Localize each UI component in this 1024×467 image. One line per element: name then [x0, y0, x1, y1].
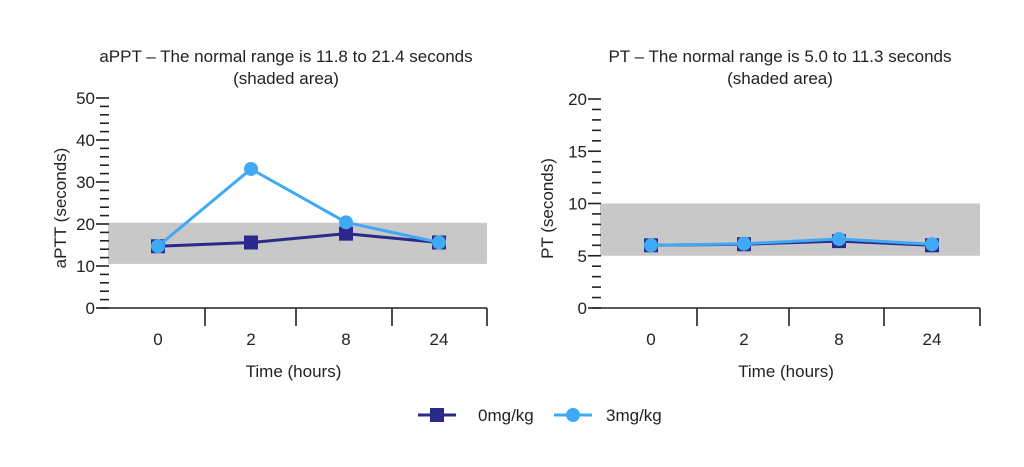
pt-chart: PT – The normal range is 5.0 to 11.3 sec… [538, 47, 981, 381]
legend-circle-marker-icon [566, 408, 580, 422]
chart-title: (shaded area) [727, 69, 833, 88]
x-tick-label: 0 [153, 330, 162, 349]
x-axis-label: Time (hours) [246, 362, 342, 381]
x-tick-label: 0 [646, 330, 655, 349]
y-tick-label: 10 [76, 257, 95, 276]
y-axis-label: PT (seconds) [538, 158, 557, 259]
y-tick-label: 20 [568, 90, 587, 109]
data-point-circle [737, 236, 751, 251]
normal-range-shade [600, 203, 980, 256]
data-point-circle [925, 237, 939, 252]
y-axis-label: aPTT (seconds) [51, 148, 70, 269]
y-tick-label: 5 [578, 247, 587, 266]
x-axis-label: Time (hours) [738, 362, 834, 381]
x-tick-label: 8 [834, 330, 843, 349]
data-point-circle [244, 161, 258, 176]
legend-square-marker-icon [430, 408, 444, 422]
y-tick-label: 15 [568, 142, 587, 161]
aptt-chart: aPPT – The normal range is 11.8 to 21.4 … [51, 47, 488, 381]
legend: 0mg/kg 3mg/kg [418, 406, 662, 425]
series-line-3mg-per-kg [157, 167, 440, 248]
series-line-3mg-per-kg [650, 237, 933, 247]
y-tick-label: 10 [568, 195, 587, 214]
data-point-circle [151, 239, 165, 254]
y-tick-label: 50 [76, 89, 95, 108]
y-tick-label: 30 [76, 173, 95, 192]
x-tick-label: 8 [341, 330, 350, 349]
data-point-circle [339, 215, 353, 230]
data-point-square [244, 235, 258, 250]
y-tick-label: 20 [76, 215, 95, 234]
x-tick-label: 24 [430, 330, 449, 349]
normal-range-shade [108, 222, 487, 264]
legend-label-0mg: 0mg/kg [478, 406, 534, 425]
data-point-circle [644, 238, 658, 253]
y-tick-label: 0 [86, 299, 95, 318]
data-point-square [339, 226, 353, 241]
y-tick-label: 0 [578, 299, 587, 318]
data-point-circle [432, 235, 446, 250]
chart-title: aPPT – The normal range is 11.8 to 21.4 … [99, 47, 472, 66]
x-tick-label: 2 [739, 330, 748, 349]
chart-title: (shaded area) [233, 69, 339, 88]
chart-title: PT – The normal range is 5.0 to 11.3 sec… [608, 47, 951, 66]
series-line-0mg-per-kg [157, 232, 440, 248]
x-tick-label: 24 [923, 330, 942, 349]
y-tick-label: 40 [76, 131, 95, 150]
legend-label-3mg: 3mg/kg [606, 406, 662, 425]
x-tick-label: 2 [246, 330, 255, 349]
data-point-circle [832, 232, 846, 247]
